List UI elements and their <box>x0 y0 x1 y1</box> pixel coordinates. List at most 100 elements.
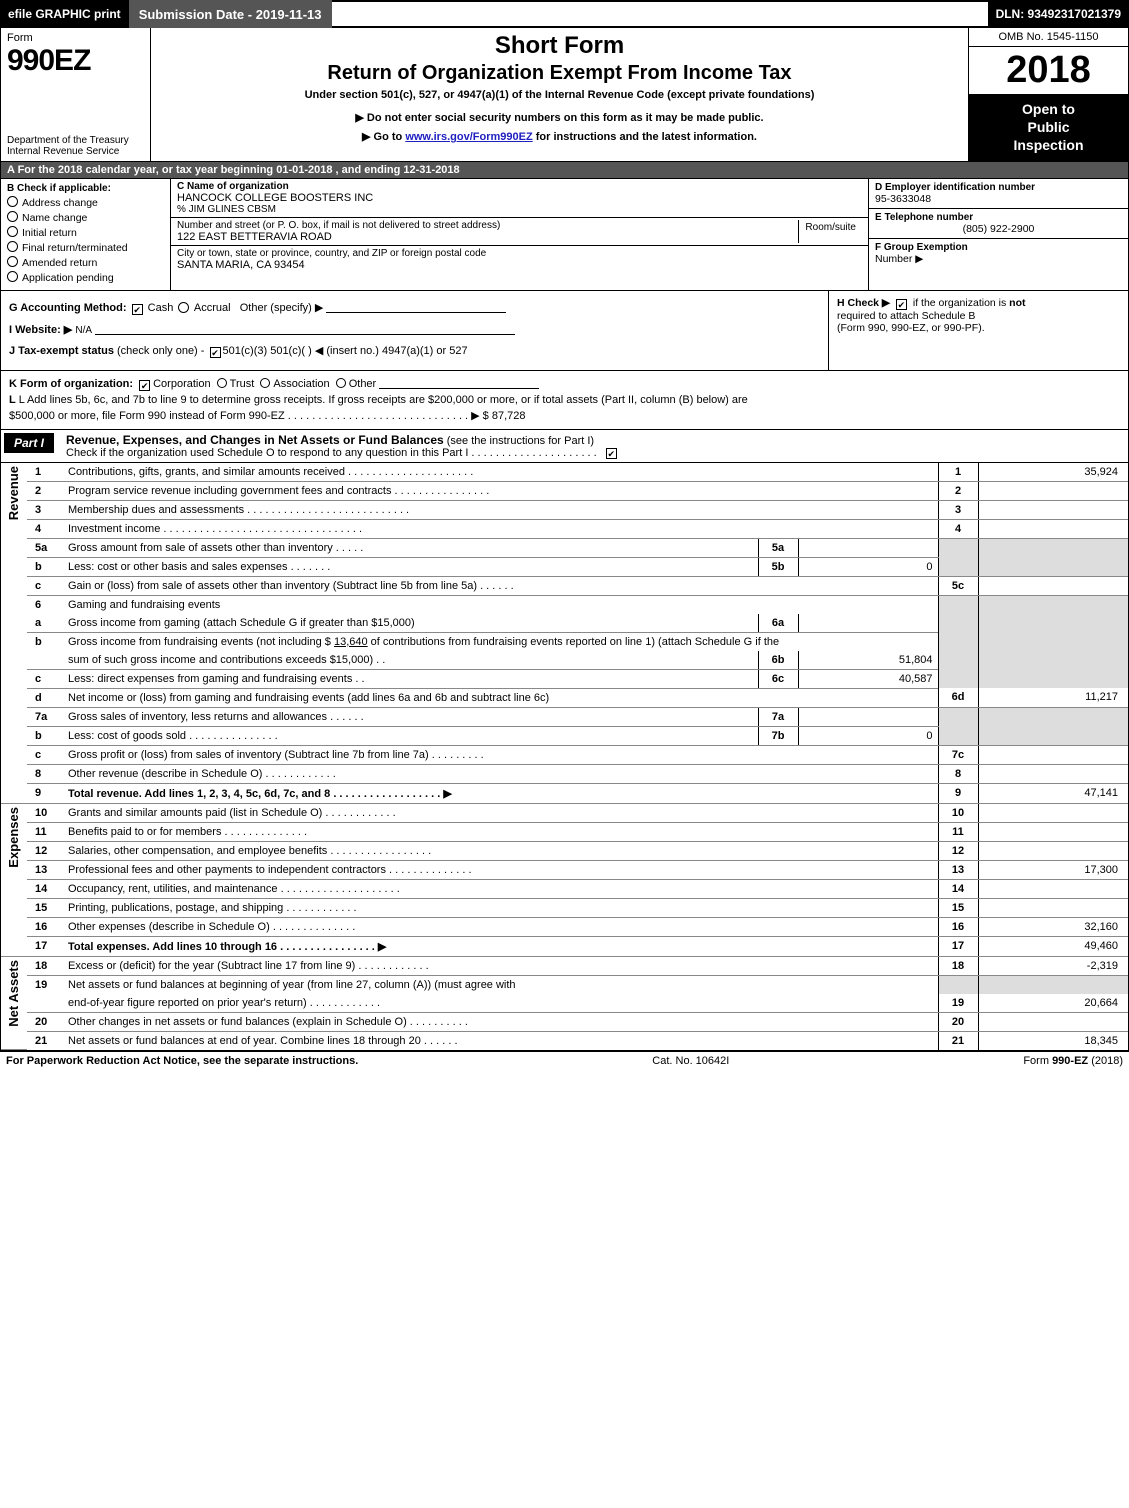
l1-amt: 35,924 <box>978 463 1128 482</box>
l21-num: 21 <box>27 1031 63 1050</box>
section-h: H Check ▶ ✔ if the organization is not r… <box>828 291 1128 370</box>
street-value: 122 EAST BETTERAVIA ROAD <box>177 231 798 243</box>
part1-title-note: (see the instructions for Part I) <box>447 435 594 447</box>
b-label: B Check if applicable: <box>7 183 164 194</box>
goto-post: for instructions and the latest informat… <box>533 131 757 143</box>
g-accrual: Accrual <box>194 302 231 314</box>
part1-checkbox[interactable]: ✔ <box>606 448 617 459</box>
part1-header: Part I Revenue, Expenses, and Changes in… <box>0 430 1129 463</box>
l6a-desc: Gross income from gaming (attach Schedul… <box>63 614 758 633</box>
radio-accrual[interactable] <box>178 302 189 313</box>
l5a-num: 5a <box>27 538 63 557</box>
line-l2: $500,000 or more, file Form 990 instead … <box>9 409 1120 422</box>
line-7c: c Gross profit or (loss) from sales of i… <box>1 745 1128 764</box>
opt-application-pending[interactable]: Application pending <box>7 271 164 284</box>
g-other-input[interactable] <box>326 312 506 313</box>
l6d-amt: 11,217 <box>978 688 1128 707</box>
l19-desc2: end-of-year figure reported on prior yea… <box>63 994 938 1013</box>
radio-association[interactable] <box>260 378 270 388</box>
opt-final-return[interactable]: Final return/terminated <box>7 241 164 254</box>
title-right: OMB No. 1545-1150 2018 Open to Public In… <box>968 28 1128 161</box>
h-not: not <box>1009 297 1025 309</box>
h-txt3: (Form 990, 990-EZ, or 990-PF). <box>837 322 985 334</box>
l5c-desc: Gain or (loss) from sale of assets other… <box>63 576 938 595</box>
l2-num: 2 <box>27 481 63 500</box>
l19-rnum: 19 <box>938 994 978 1013</box>
check-h[interactable]: ✔ <box>896 299 907 310</box>
l5b-sub: 0 <box>798 557 938 576</box>
l17-num: 17 <box>27 936 63 956</box>
l18-desc: Excess or (deficit) for the year (Subtra… <box>63 956 938 975</box>
line-5c: c Gain or (loss) from sale of assets oth… <box>1 576 1128 595</box>
f-label2: Number ▶ <box>875 253 1122 265</box>
g-label: G Accounting Method: <box>9 302 127 314</box>
room-suite-label: Room/suite <box>798 220 862 243</box>
l7c-rnum: 7c <box>938 745 978 764</box>
part1-check-line: Check if the organization used Schedule … <box>66 447 597 459</box>
l7c-num: c <box>27 745 63 764</box>
l6b-desc3: sum of such gross income and contributio… <box>63 651 758 670</box>
line-15: 15 Printing, publications, postage, and … <box>1 898 1128 917</box>
l8-rnum: 8 <box>938 764 978 783</box>
l3-num: 3 <box>27 500 63 519</box>
radio-trust[interactable] <box>217 378 227 388</box>
footer-right: Form 990-EZ (2018) <box>1023 1055 1123 1067</box>
opt-name-change[interactable]: Name change <box>7 211 164 224</box>
d-value: 95-3633048 <box>875 193 1122 205</box>
l7a-box: 7a <box>758 707 798 726</box>
line-l1: L L Add lines 5b, 6c, and 7b to line 9 t… <box>9 394 1120 406</box>
section-def: D Employer identification number 95-3633… <box>868 179 1128 290</box>
l7a-desc: Gross sales of inventory, less returns a… <box>63 707 758 726</box>
part1-title-wrap: Revenue, Expenses, and Changes in Net As… <box>62 430 1128 462</box>
l14-amt <box>978 879 1128 898</box>
line-9: 9 Total revenue. Add lines 1, 2, 3, 4, 5… <box>1 783 1128 803</box>
irs-link[interactable]: www.irs.gov/Form990EZ <box>405 131 532 143</box>
check-cash[interactable]: ✔ <box>132 304 143 315</box>
l5a-box: 5a <box>758 538 798 557</box>
l6b-num2 <box>27 651 63 670</box>
opt-amended-return[interactable]: Amended return <box>7 256 164 269</box>
line-i: I Website: ▶ N/A <box>9 323 820 336</box>
l14-desc: Occupancy, rent, utilities, and maintena… <box>63 879 938 898</box>
l4-rnum: 4 <box>938 519 978 538</box>
l11-num: 11 <box>27 822 63 841</box>
l10-desc: Grants and similar amounts paid (list in… <box>63 803 938 822</box>
org-name-1: HANCOCK COLLEGE BOOSTERS INC <box>177 192 862 204</box>
check-501c3[interactable]: ✔ <box>210 347 221 358</box>
k-corp: Corporation <box>153 378 210 390</box>
line-10: Expenses 10 Grants and similar amounts p… <box>1 803 1128 822</box>
l20-amt <box>978 1012 1128 1031</box>
l3-desc: Membership dues and assessments . . . . … <box>63 500 938 519</box>
line-11: 11 Benefits paid to or for members . . .… <box>1 822 1128 841</box>
l-val: 87,728 <box>492 410 526 422</box>
k-other-input[interactable] <box>379 388 539 389</box>
line-19-2: end-of-year figure reported on prior yea… <box>1 994 1128 1013</box>
l5ab-shade-amt <box>978 538 1128 576</box>
l14-rnum: 14 <box>938 879 978 898</box>
l6d-rnum: 6d <box>938 688 978 707</box>
efile-print-label[interactable]: efile GRAPHIC print <box>0 0 129 28</box>
l2-rnum: 2 <box>938 481 978 500</box>
i-label: I Website: ▶ <box>9 324 72 336</box>
l11-amt <box>978 822 1128 841</box>
l13-num: 13 <box>27 860 63 879</box>
d-label: D Employer identification number <box>875 182 1122 193</box>
line-12: 12 Salaries, other compensation, and emp… <box>1 841 1128 860</box>
footer-cat: Cat. No. 10642I <box>652 1055 729 1067</box>
l15-desc: Printing, publications, postage, and shi… <box>63 898 938 917</box>
l19-shade <box>938 975 978 994</box>
check-corporation[interactable]: ✔ <box>139 380 150 391</box>
l18-amt: -2,319 <box>978 956 1128 975</box>
j-insert: ◀ (insert no.) <box>315 345 379 357</box>
topbar-spacer <box>332 0 988 28</box>
h-txt2: required to attach Schedule B <box>837 310 975 322</box>
opt-initial-return[interactable]: Initial return <box>7 226 164 239</box>
opt-address-change[interactable]: Address change <box>7 196 164 209</box>
gh-block: G Accounting Method: ✔ Cash Accrual Othe… <box>0 291 1129 371</box>
l14-num: 14 <box>27 879 63 898</box>
l6-num: 6 <box>27 595 63 614</box>
line-3: 3 Membership dues and assessments . . . … <box>1 500 1128 519</box>
l7a-sub <box>798 707 938 726</box>
part1-title: Revenue, Expenses, and Changes in Net As… <box>66 433 444 447</box>
radio-other[interactable] <box>336 378 346 388</box>
